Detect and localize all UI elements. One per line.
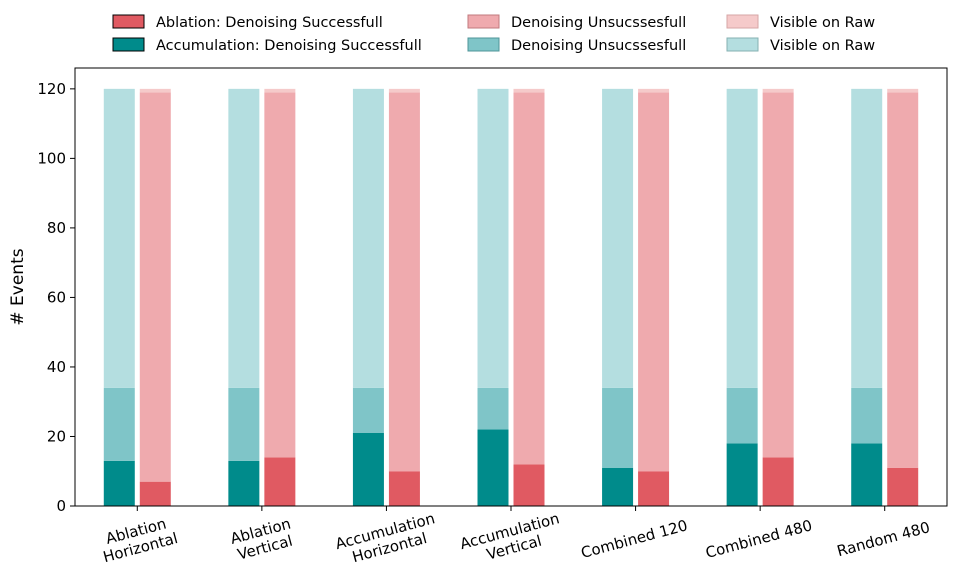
y-tick-label: 100: [37, 149, 66, 167]
legend-swatch: [467, 14, 500, 29]
bar-accumulation-segment-1: [602, 387, 634, 468]
bar-accumulation-segment-0: [477, 429, 509, 506]
bar-accumulation-segment-0: [602, 467, 634, 506]
x-tick-label: Combined 480: [704, 516, 815, 562]
y-tick-label: 80: [47, 219, 66, 237]
legend-label: Visible on Raw: [770, 15, 875, 31]
y-tick-label: 40: [47, 358, 66, 376]
x-tick-label: Random 480: [835, 518, 932, 560]
bar-accumulation-segment-0: [726, 443, 758, 506]
bar-ablation-segment-1: [513, 92, 545, 465]
bar-accumulation-segment-1: [726, 387, 758, 444]
bar-accumulation-segment-0: [352, 433, 384, 506]
bar-ablation-segment-0: [762, 457, 794, 506]
legend-swatch: [726, 14, 759, 29]
bar-ablation-segment-0: [264, 457, 296, 506]
bar-ablation-segment-2: [513, 88, 545, 93]
y-tick-label: 0: [56, 497, 66, 515]
bar-accumulation-segment-1: [477, 387, 509, 430]
bar-ablation-segment-1: [388, 92, 420, 472]
bar-accumulation-segment-2: [352, 88, 384, 388]
bar-ablation-segment-2: [139, 88, 171, 93]
bar-accumulation-segment-1: [103, 387, 135, 461]
bar-ablation-segment-2: [388, 88, 420, 93]
bar-ablation-segment-0: [513, 464, 545, 506]
legend-label: Visible on Raw: [770, 38, 875, 54]
legend-swatch: [112, 14, 145, 29]
bar-accumulation-segment-2: [851, 88, 883, 388]
y-tick-label: 60: [47, 288, 66, 306]
bar-accumulation-segment-2: [726, 88, 758, 388]
bar-accumulation-segment-1: [352, 387, 384, 433]
x-tick-label-line: Combined 480: [704, 516, 815, 562]
bar-ablation-segment-1: [139, 92, 171, 482]
bar-ablation-segment-0: [887, 467, 919, 506]
bar-accumulation-segment-0: [851, 443, 883, 506]
bar-accumulation-segment-1: [851, 387, 883, 444]
bars: [103, 88, 919, 506]
legend-swatch: [467, 37, 500, 52]
legend-swatch: [726, 37, 759, 52]
y-tick-label: 20: [47, 427, 66, 445]
y-tick-label: 120: [37, 80, 66, 98]
bar-ablation-segment-1: [762, 92, 794, 458]
bar-ablation-segment-2: [264, 88, 296, 93]
bar-ablation-segment-0: [139, 481, 171, 506]
x-tick-label-line: Combined 120: [579, 516, 690, 562]
bar-accumulation-segment-2: [103, 88, 135, 388]
bar-ablation-segment-1: [887, 92, 919, 468]
bar-ablation-segment-2: [638, 88, 670, 93]
bar-ablation-segment-1: [638, 92, 670, 472]
x-tick-label: Combined 120: [579, 516, 690, 562]
bar-accumulation-segment-1: [228, 387, 260, 461]
legend-label: Ablation: Denoising Successfull: [156, 15, 383, 31]
bar-accumulation-segment-0: [228, 460, 260, 506]
bar-ablation-segment-0: [388, 471, 420, 506]
bar-accumulation-segment-0: [103, 460, 135, 506]
legend-label: Accumulation: Denoising Successfull: [156, 38, 422, 54]
y-axis-label: # Events: [8, 248, 28, 325]
bar-accumulation-segment-2: [477, 88, 509, 388]
bar-ablation-segment-0: [638, 471, 670, 506]
x-tick-label-line: Random 480: [835, 518, 932, 560]
legend-label: Denoising Unsucssesfull: [511, 15, 686, 31]
legend-swatch: [112, 37, 145, 52]
bar-ablation-segment-2: [762, 88, 794, 93]
plot-frame: [74, 67, 948, 507]
y-axis: 0 20 40 60 80 100 120: [37, 80, 75, 515]
legend: Ablation: Denoising Successfull Accumulat…: [112, 14, 875, 54]
bar-accumulation-segment-2: [602, 88, 634, 388]
bar-ablation-segment-1: [264, 92, 296, 458]
bar-accumulation-segment-2: [228, 88, 260, 388]
legend-label: Denoising Unsucssesfull: [511, 38, 686, 54]
bar-ablation-segment-2: [887, 88, 919, 93]
